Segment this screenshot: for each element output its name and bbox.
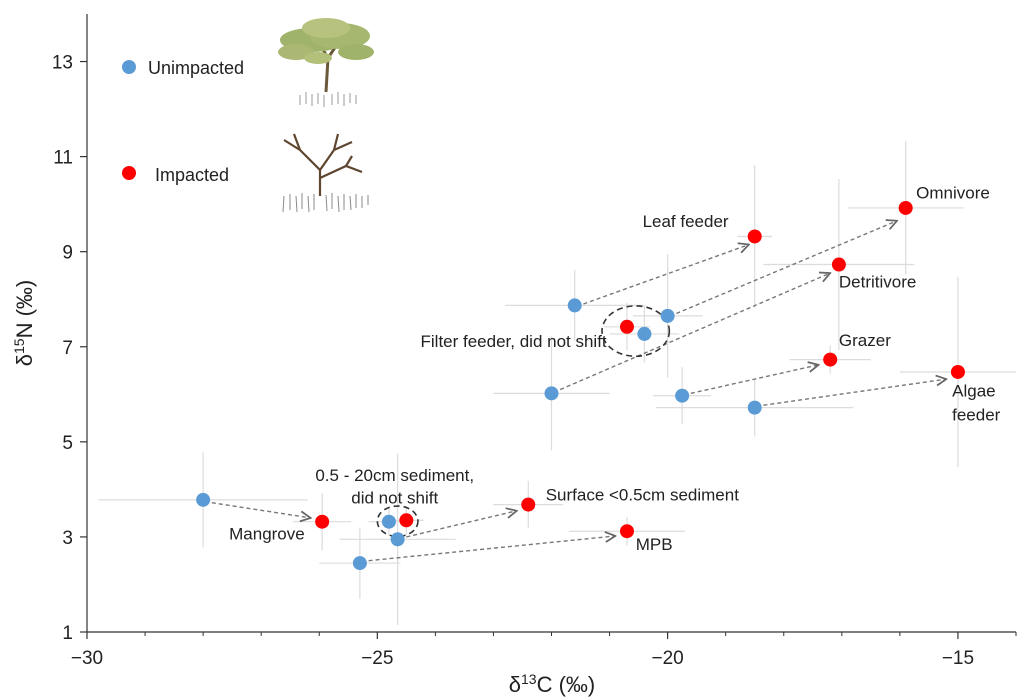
point-u_omni [661,309,675,323]
y-tick-label: 1 [62,623,73,644]
y-axis-label: δ15N (‰) [11,280,37,366]
y-tick-label: 9 [62,243,73,264]
point-u_algae [748,401,762,415]
point-u_sed [382,515,396,529]
point-annotation: Grazer [839,331,891,350]
point-annotation: MPB [636,535,673,554]
shift-arrow [763,379,946,405]
y-tick-label: 7 [62,338,73,359]
point-u_detr [545,386,559,400]
point-u_surface [391,532,405,546]
point-i_detr [832,258,846,272]
filter-feeder-ellipse [602,306,669,356]
healthy-mangrove-tree-icon [278,18,374,107]
shift-arrow [406,511,516,537]
point-i_omni [899,201,913,215]
point-i_grazer [823,353,837,367]
point-annotation: Filter feeder, did not shift [421,332,607,351]
point-i_algae [951,365,965,379]
point-u_filter [637,327,651,341]
shift-arrow [212,503,311,518]
x-tick-label: −15 [942,648,974,669]
point-annotation: Surface <0.5cm sediment [546,485,740,504]
point-u_mpb [353,556,367,570]
legend: Unimpacted Impacted [122,18,374,212]
error-bars [99,141,1016,624]
point-annotation: feeder [952,405,1001,424]
point-annotation: Mangrove [229,524,305,543]
x-tick-label: −25 [361,648,393,669]
data-points [196,201,965,570]
y-tick-label: 5 [62,433,73,454]
point-annotation: did not shift [351,489,438,508]
shift-arrow [583,245,748,304]
point-i_mpb [620,524,634,538]
y-tick-label: 11 [53,148,73,169]
x-tick-label: −30 [71,648,103,669]
point-annotation: Leaf feeder [643,212,729,231]
legend-label-unimpacted: Unimpacted [148,58,244,78]
point-i_mangrove [315,515,329,529]
point-u_leaf [568,298,582,312]
point-u_grazer [675,389,689,403]
point-annotations: Leaf feeder Omnivore Detritivore Filter fee… [229,183,1001,554]
impacted-mangrove-tree-icon [283,134,368,212]
point-i_leaf [748,229,762,243]
legend-label-impacted: Impacted [155,165,229,185]
y-tick-label: 13 [52,53,73,74]
x-tick-label: −20 [652,648,684,669]
y-tick-label: 3 [62,528,73,549]
legend-marker-impacted [122,166,136,180]
point-annotation: 0.5 - 20cm sediment, [315,466,474,485]
shift-arrow [676,221,897,314]
point-annotation: Omnivore [916,183,990,202]
legend-marker-unimpacted [122,60,136,74]
point-i_surface [521,498,535,512]
point-annotation: Algae [952,382,995,401]
point-i_filter [620,320,634,334]
x-axis-label: δ13C (‰) [509,671,595,697]
x-axis-ticks: −30 −25 −20 −15 [71,632,1016,669]
point-i_sed [399,513,413,527]
point-annotation: Detritivore [839,272,916,291]
point-u_mangrove [196,493,210,507]
